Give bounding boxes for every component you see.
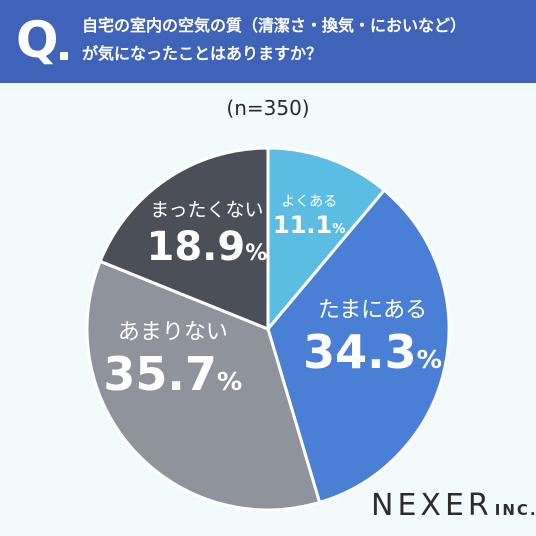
slice-value-number: 18.9	[146, 224, 246, 271]
question-line-1: 自宅の室内の空気の質（清潔さ・換気・においなど）	[82, 16, 467, 35]
slice-value: 34.3%	[303, 328, 442, 384]
slice-label-2: たまにある 34.3%	[303, 292, 442, 384]
question-text: 自宅の室内の空気の質（清潔さ・換気・においなど） が気になったことはありますか？	[82, 12, 528, 68]
slice-value-number: 34.3	[303, 325, 417, 380]
sample-size: (n=350)	[226, 96, 310, 120]
slice-value: 18.9%	[147, 226, 268, 275]
brand-logo: NEXER INC.	[371, 488, 536, 528]
slice-value-number: 35.7	[103, 346, 217, 401]
pie-slice-2	[266, 188, 451, 504]
brand-name: NEXER	[371, 488, 493, 523]
q-dot	[60, 52, 68, 60]
slice-label-3: あまりない 35.7%	[103, 314, 242, 406]
slice-value-unit: %	[332, 221, 346, 237]
slice-value-unit: %	[216, 366, 243, 396]
question-header: Q 自宅の室内の空気の質（清潔さ・換気・においなど） が気になったことはあります…	[0, 0, 536, 83]
q-mark: Q	[16, 11, 59, 69]
slice-name: あまりない	[117, 319, 228, 345]
slice-value-number: 11.1	[273, 210, 333, 239]
pie-slice-1	[266, 146, 386, 331]
slice-label-1: よくある 11.1%	[273, 191, 345, 242]
slice-value-unit: %	[416, 345, 442, 375]
slice-value: 11.1%	[273, 210, 346, 242]
slice-value: 35.7%	[103, 350, 242, 406]
pie-slice-3	[85, 259, 322, 512]
slice-name: よくある	[281, 193, 338, 210]
slice-name: たまにある	[317, 298, 428, 324]
brand-suffix: INC.	[494, 501, 536, 519]
question-line-2: が気になったことはありますか？	[82, 44, 323, 63]
slice-name: まったくない	[150, 199, 264, 222]
slice-label-4: まったくない 18.9%	[147, 195, 268, 275]
pie-slice-4	[98, 146, 270, 331]
slice-value-unit: %	[245, 241, 268, 267]
